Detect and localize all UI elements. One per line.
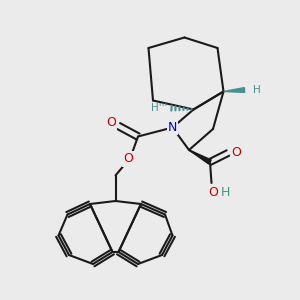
Text: H: H [253,85,260,95]
Text: O: O [232,146,241,159]
Text: H: H [220,185,230,199]
Polygon shape [224,88,245,92]
Text: O: O [208,185,218,199]
Text: H''': H''' [151,103,167,113]
Text: O: O [123,152,133,166]
Text: O: O [106,116,116,130]
Text: N: N [168,121,177,134]
Polygon shape [189,150,211,164]
